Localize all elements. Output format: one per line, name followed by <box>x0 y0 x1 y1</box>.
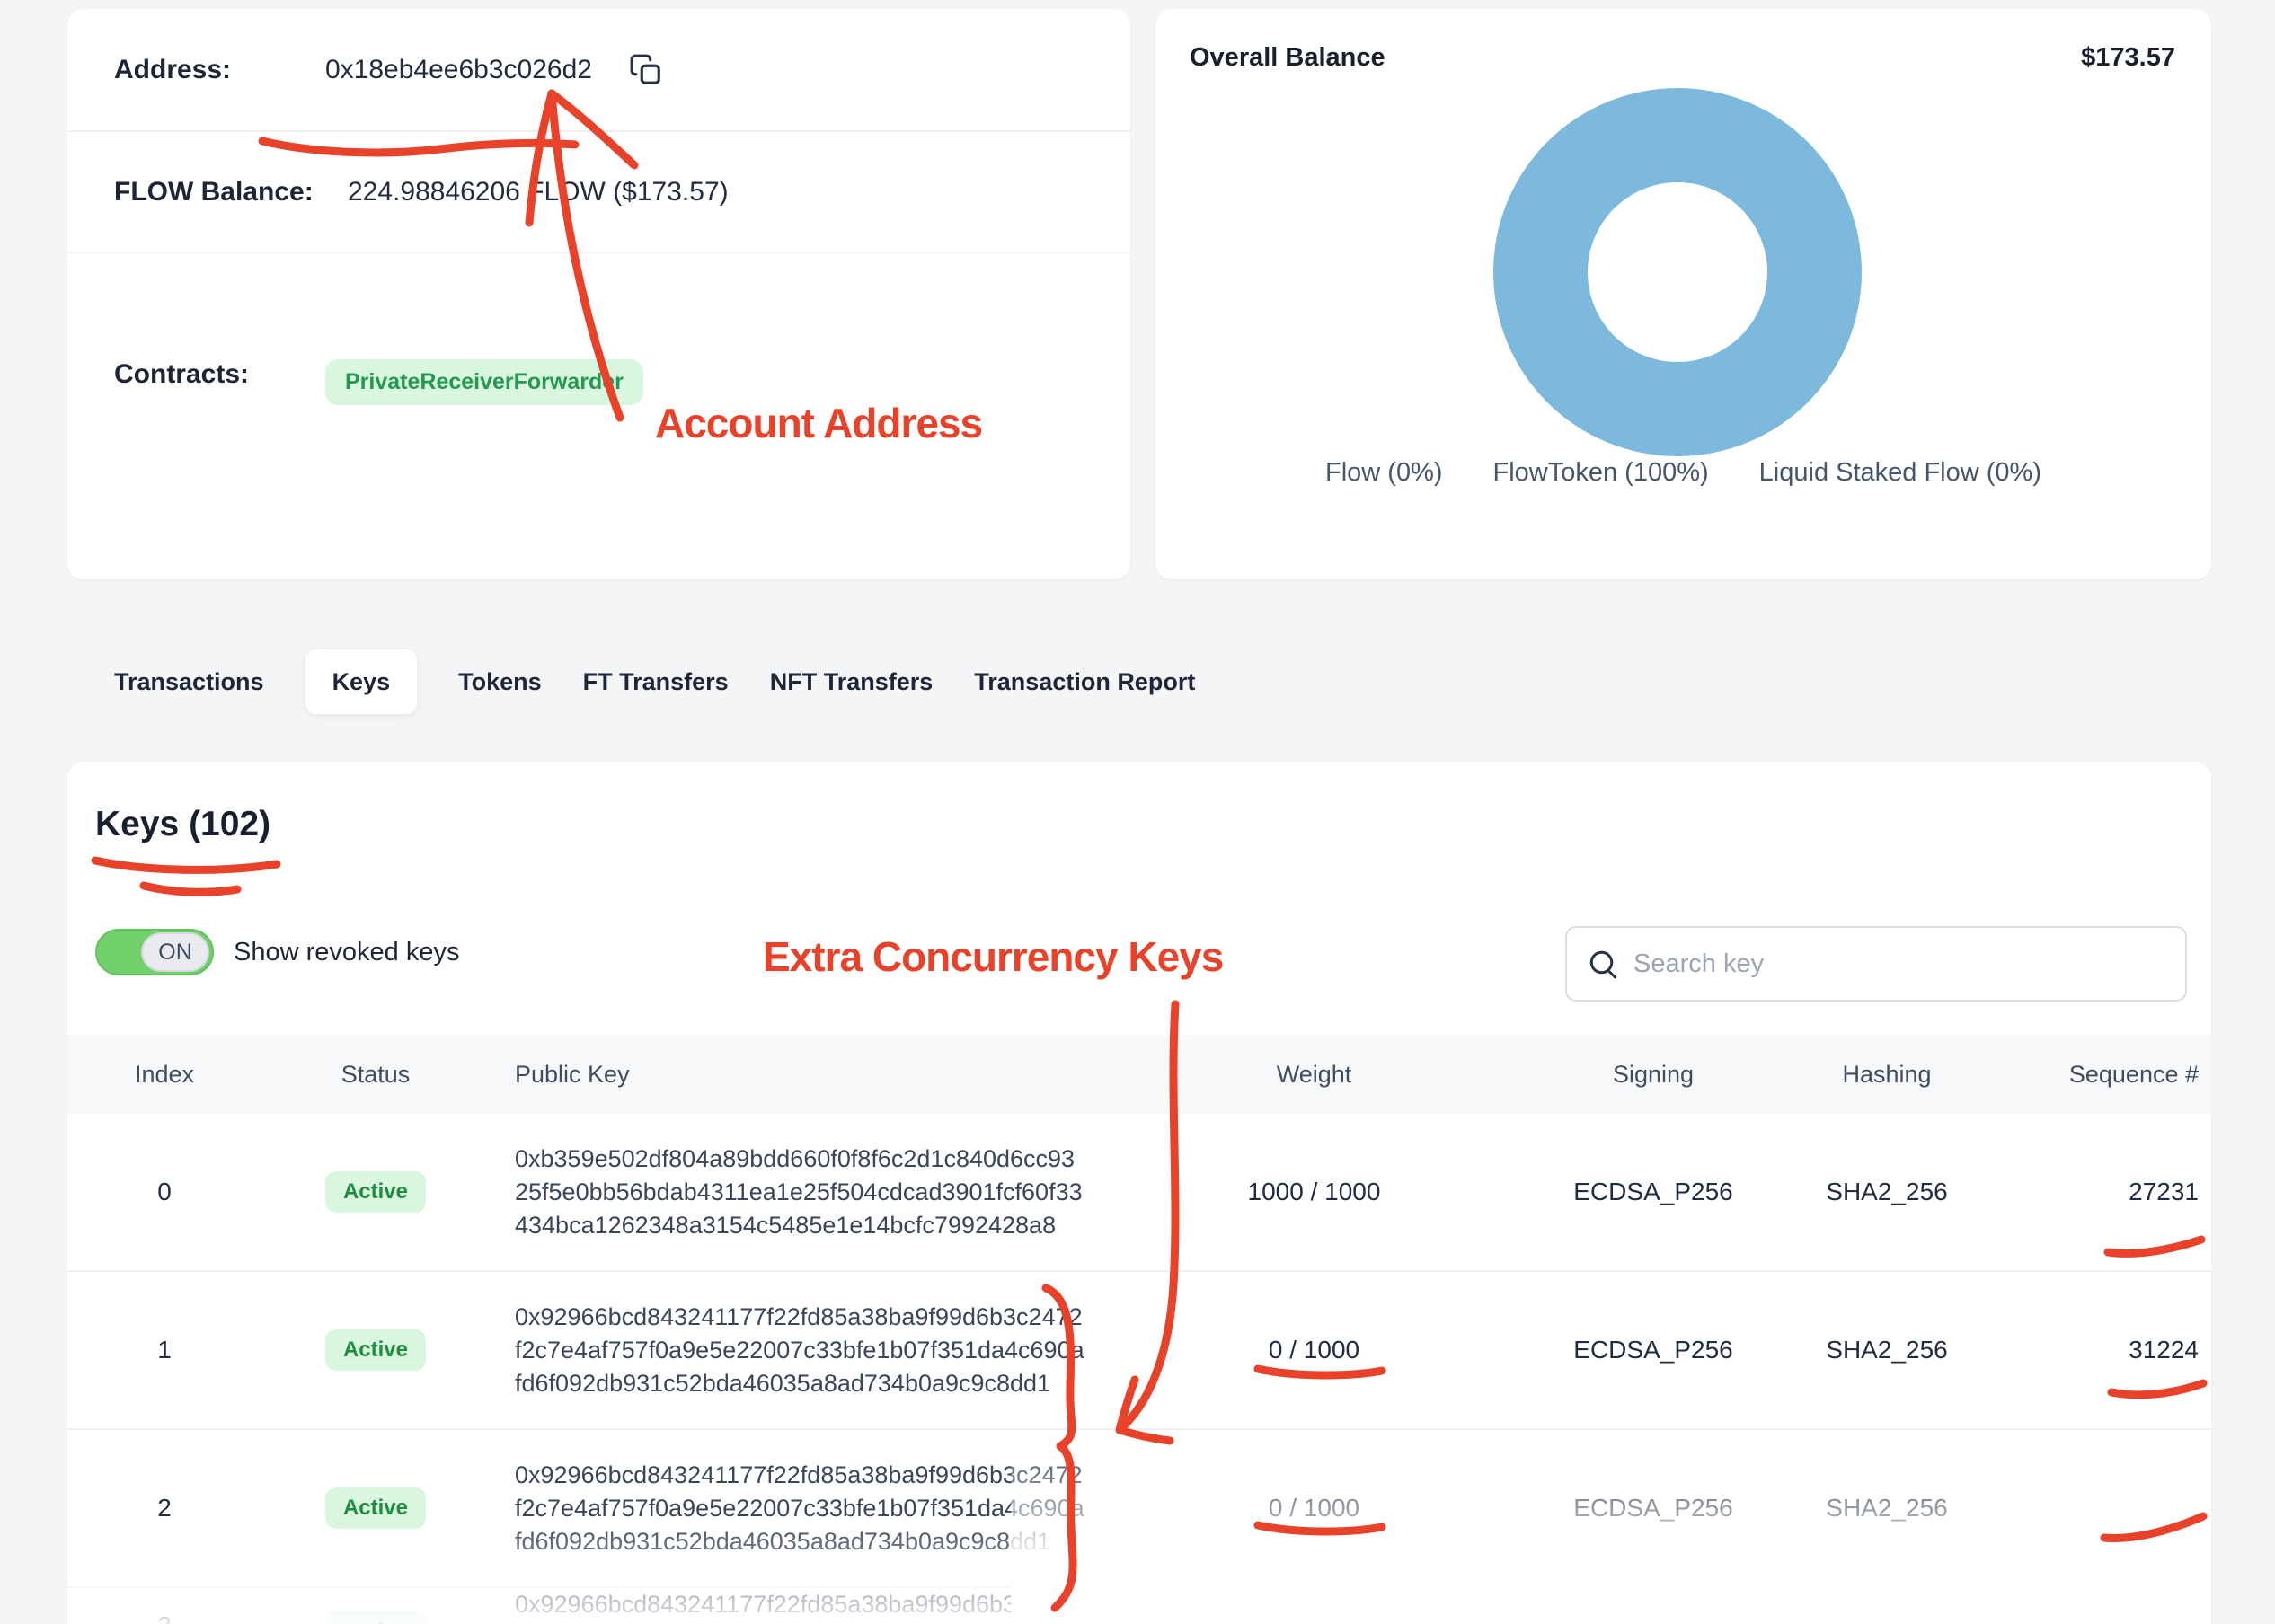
address-label: Address: <box>114 54 232 84</box>
account-tabs: Transactions Keys Tokens FT Transfers NF… <box>67 649 1195 714</box>
table-row: 3 Active 0x92966bcd843241177f22fd85a38ba… <box>67 1588 2211 1624</box>
contract-badge[interactable]: PrivateReceiverForwarder <box>325 359 643 405</box>
table-row: 1 Active 0x92966bcd843241177f22fd85a38ba… <box>67 1272 2211 1430</box>
key-signing: ECDSA_P256 <box>1573 1178 1733 1205</box>
col-index: Index <box>134 1060 195 1088</box>
key-sequence <box>2008 1588 2211 1611</box>
key-sequence: 31224 <box>2129 1336 2199 1364</box>
public-key: 0x92966bcd843241177f22fd85a38ba9f99d6b3c… <box>515 1302 1084 1397</box>
contracts-label: Contracts: <box>114 359 250 389</box>
key-hashing: SHA2_256 <box>1826 1178 1948 1205</box>
balance-title: Overall Balance <box>1190 43 1385 72</box>
toggle-knob: ON <box>141 932 209 972</box>
tab-ft-transfers[interactable]: FT Transfers <box>582 667 729 695</box>
public-key: 0x92966bcd843241177f22fd85a38ba9f99d6b3c… <box>515 1461 1084 1555</box>
key-search-input[interactable] <box>1633 949 2165 979</box>
address-value: 0x18eb4ee6b3c026d2 <box>325 54 592 84</box>
account-info-card: Address: 0x18eb4ee6b3c026d2 FLOW Balance… <box>67 9 1130 579</box>
tab-tokens[interactable]: Tokens <box>458 667 542 695</box>
flow-balance-row: FLOW Balance: 224.98846206 FLOW ($173.57… <box>67 130 1130 252</box>
tab-nft-transfers[interactable]: NFT Transfers <box>769 667 934 695</box>
status-badge: Active <box>324 1487 427 1529</box>
key-signing: ECDSA_P256 <box>1541 1588 1766 1624</box>
copy-icon <box>629 53 663 87</box>
balance-donut-chart <box>1493 88 1862 456</box>
copy-address-button[interactable] <box>628 52 664 88</box>
contracts-row: Contracts: PrivateReceiverForwarder <box>67 252 1130 578</box>
key-signing: ECDSA_P256 <box>1573 1494 1733 1522</box>
key-hashing: SHA2_256 <box>1826 1494 1948 1522</box>
keys-table: Index Status Public Key Weight Signing H… <box>67 1035 2211 1624</box>
key-weight: 0 / 1000 <box>1268 1494 1360 1522</box>
overall-balance-card: Overall Balance $173.57 Flow (0%) FlowTo… <box>1155 9 2211 579</box>
status-badge: Active <box>324 1171 427 1213</box>
donut-legend: Flow (0%) FlowToken (100%) Liquid Staked… <box>1155 458 2211 488</box>
key-hashing: SHA2_256 <box>1826 1336 1948 1364</box>
flow-balance-label: FLOW Balance: <box>114 176 314 207</box>
flow-balance-value: 224.98846206 FLOW ($173.57) <box>348 176 729 207</box>
table-row: 2 Active 0x92966bcd843241177f22fd85a38ba… <box>67 1430 2211 1588</box>
key-signing: ECDSA_P256 <box>1573 1336 1733 1364</box>
key-index: 1 <box>157 1336 172 1364</box>
table-row: 0 Active 0xb359e502df804a89bdd660f0f8f6c… <box>67 1114 2211 1272</box>
key-search-box <box>1565 926 2187 1002</box>
public-key: 0x92966bcd843241177f22fd85a38ba9f99d6b3c… <box>515 1591 1083 1618</box>
legend-item-flowtoken: FlowToken (100%) <box>1492 458 1709 487</box>
key-hashing: SHA2_256 <box>1766 1588 2008 1624</box>
key-index: 0 <box>157 1178 172 1205</box>
col-signing: Signing <box>1612 1060 1695 1088</box>
show-revoked-label: Show revoked keys <box>234 937 460 966</box>
keys-table-header: Index Status Public Key Weight Signing H… <box>67 1035 2211 1114</box>
tab-transactions[interactable]: Transactions <box>114 667 264 695</box>
tab-keys[interactable]: Keys <box>305 649 418 714</box>
col-hashing: Hashing <box>1842 1060 1932 1088</box>
legend-item-flow: Flow (0%) <box>1325 458 1443 487</box>
balance-total: $173.57 <box>2081 43 2175 72</box>
status-badge: Active <box>324 1329 427 1371</box>
key-weight: 0 / 1000 <box>1268 1336 1360 1364</box>
status-badge: Active <box>324 1611 427 1624</box>
col-sequence: Sequence # <box>2068 1060 2199 1088</box>
key-weight: 0 / 1000 <box>1087 1588 1541 1624</box>
revoked-keys-toggle-row: ON Show revoked keys <box>95 929 459 975</box>
show-revoked-toggle[interactable]: ON <box>95 929 214 975</box>
tab-transaction-report[interactable]: Transaction Report <box>974 667 1196 695</box>
keys-panel: Keys (102) ON Show revoked keys Index St… <box>67 762 2211 1624</box>
address-row: Address: 0x18eb4ee6b3c026d2 <box>67 9 1130 130</box>
col-status: Status <box>341 1060 411 1088</box>
key-sequence: 27231 <box>2129 1178 2199 1205</box>
col-weight: Weight <box>1276 1060 1352 1088</box>
key-weight: 1000 / 1000 <box>1247 1178 1381 1205</box>
key-index: 3 <box>67 1588 261 1624</box>
legend-item-liquid-staked: Liquid Staked Flow (0%) <box>1758 458 2041 487</box>
col-public-key: Public Key <box>515 1060 630 1088</box>
search-icon <box>1587 948 1619 980</box>
keys-count-title: Keys (102) <box>95 805 271 843</box>
balance-header: Overall Balance $173.57 <box>1155 9 2211 73</box>
key-index: 2 <box>157 1494 172 1522</box>
public-key: 0xb359e502df804a89bdd660f0f8f6c2d1c840d6… <box>515 1144 1083 1239</box>
